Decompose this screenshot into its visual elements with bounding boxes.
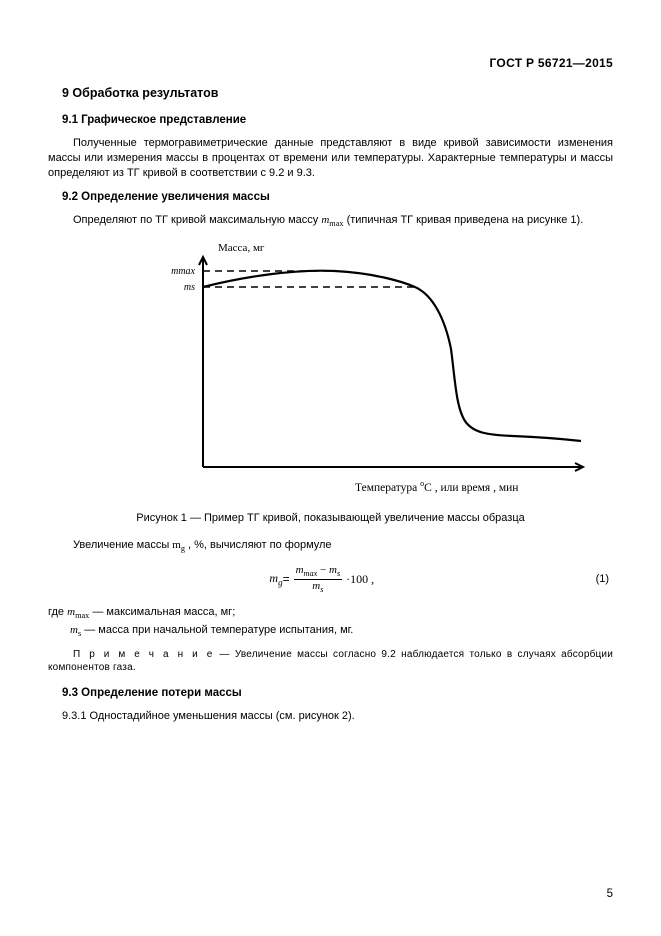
where-line-1: где mmax — максимальная масса, мг; (48, 605, 613, 622)
formula-tail: ·100 , (346, 572, 374, 587)
section-9-1-title: 9.1 Графическое представление (62, 114, 613, 126)
formula-intro-sym: m (172, 539, 181, 551)
formula-intro-pre: Увеличение массы (73, 539, 172, 551)
page: ГОСТ Р 56721—2015 9 Обработка результато… (0, 0, 661, 936)
page-number: 5 (607, 888, 613, 900)
where1-pre: где (48, 606, 67, 618)
where1-sym: m (67, 606, 75, 618)
formula-body: mg = mmax − ms ms ·100 , (269, 564, 374, 594)
y-axis-label: Масса, мг (218, 242, 265, 254)
formula-num-b: m (329, 564, 337, 576)
figure-1: Масса, мг mmax ms Температура oC , или в… (143, 239, 603, 504)
formula-intro-post: , %, вычисляют по формуле (185, 539, 332, 551)
section-9-1-paragraph: Полученные термогравиметрические данные … (48, 136, 613, 181)
tg-curve (203, 271, 581, 441)
section-9-3-title: 9.3 Определение потери массы (62, 687, 613, 699)
s92-text-post: (типичная ТГ кривая приведена на рисунке… (344, 214, 584, 226)
s92-text-pre: Определяют по ТГ кривой максимальную мас… (73, 214, 321, 226)
figure-1-caption: Рисунок 1 — Пример ТГ кривой, показывающ… (48, 512, 613, 524)
where1-sub: max (75, 611, 89, 620)
section-9-3-1-text: 9.3.1 Одностадийное уменьшения массы (см… (62, 709, 613, 724)
note-paragraph: П р и м е ч а н и е — Увеличение массы с… (48, 648, 613, 675)
tg-curve-chart: Масса, мг mmax ms Температура oC , или в… (143, 239, 603, 499)
formula-num-a: m (296, 564, 304, 576)
x-axis-label: Температура oC , или время , мин (355, 479, 518, 494)
section-9-2-title: 9.2 Определение увеличения массы (62, 191, 613, 203)
document-header: ГОСТ Р 56721—2015 (48, 56, 613, 70)
where1-post: — максимальная масса, мг; (89, 606, 235, 618)
ytick-ms: ms (184, 282, 195, 293)
ytick-mmax: mmax (171, 266, 195, 277)
formula-1: mg = mmax − ms ms ·100 , (1) (48, 564, 613, 594)
section-9-2-paragraph: Определяют по ТГ кривой максимальную мас… (48, 213, 613, 229)
formula-num-minus: − (317, 564, 329, 576)
formula-num-a-sub: max (304, 569, 318, 578)
where2-sym: m (70, 624, 78, 636)
formula-intro: Увеличение массы mg , %, вычисляют по фо… (48, 538, 613, 554)
formula-number: (1) (596, 573, 609, 585)
formula-den-sub: s (320, 585, 323, 594)
formula-eq: = (283, 572, 290, 586)
symbol-m-sub: max (329, 219, 343, 228)
formula-fraction: mmax − ms ms (294, 564, 343, 594)
section-9-title: 9 Обработка результатов (62, 86, 613, 100)
note-label: П р и м е ч а н и е (73, 649, 214, 660)
where-line-2: ms — масса при начальной температуре исп… (48, 623, 613, 640)
formula-lhs: m (269, 571, 278, 585)
where2-post: — масса при начальной температуре испыта… (81, 624, 353, 636)
formula-num-b-sub: s (337, 569, 340, 578)
